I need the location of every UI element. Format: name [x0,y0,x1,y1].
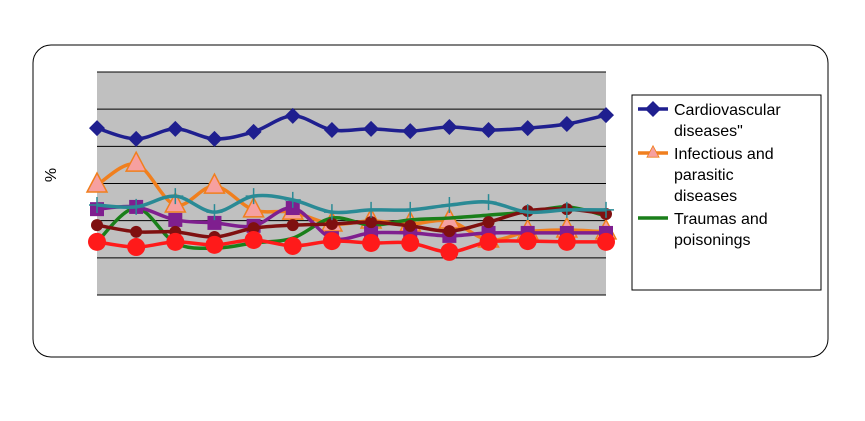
marker [167,188,184,205]
marker [205,235,224,254]
marker [365,216,378,229]
marker [322,232,341,251]
legend-label-line: Infectious and [674,146,774,163]
series [88,230,615,261]
marker [284,191,301,208]
marker [479,232,498,251]
marker [285,201,300,216]
marker [363,201,380,218]
marker [244,230,263,249]
legend [631,94,822,291]
marker [206,204,223,221]
marker [363,120,380,137]
marker [440,242,459,261]
marker [127,238,146,257]
marker [245,188,262,205]
marker [402,201,419,218]
marker [598,201,614,218]
marker [206,130,223,147]
marker [245,123,262,140]
marker [167,120,184,137]
legend-label: Traumas and poisonings [674,211,768,249]
y-axis-label: % [43,168,60,182]
marker [558,116,575,133]
legend-marker [645,101,661,117]
marker [557,232,576,251]
legend-label-line: Traumas and [674,211,768,228]
marker [89,120,105,137]
marker [124,150,148,172]
marker [88,232,106,251]
marker [203,172,226,194]
marker [325,218,338,231]
marker [362,233,381,252]
marker [519,120,536,137]
marker [168,212,183,227]
marker [247,222,260,235]
marker [480,194,497,211]
legend-label-line: diseases [674,188,737,205]
marker [441,197,458,214]
marker [91,219,103,232]
legend-label: Cardiovascular diseases" [674,102,781,140]
marker [284,107,301,124]
marker [207,215,222,230]
legend-marker [646,144,660,158]
marker [482,216,495,229]
marker [518,232,537,251]
marker [166,232,185,251]
marker [558,201,575,218]
marker [598,107,614,124]
legend-label-line: parasitic [674,167,734,184]
marker [597,232,615,251]
marker [401,233,420,252]
marker [89,197,105,214]
marker [128,198,145,215]
series [89,107,614,147]
marker [242,196,265,218]
marker [441,119,458,136]
marker [519,204,536,221]
legend-label-line: poisonings [674,232,751,249]
marker [402,123,419,140]
marker [128,130,145,147]
marker [286,219,299,232]
legend-label: Infectious and parasitic diseases [674,146,774,205]
marker [443,225,456,238]
marker [480,121,497,138]
marker [404,219,417,232]
marker [130,225,143,238]
legend-label-line: diseases" [674,123,743,140]
marker [323,121,340,138]
marker [283,236,302,255]
legend-label-line: Cardiovascular [674,102,781,119]
series [89,188,614,221]
marker [323,204,340,221]
marker [85,171,109,193]
